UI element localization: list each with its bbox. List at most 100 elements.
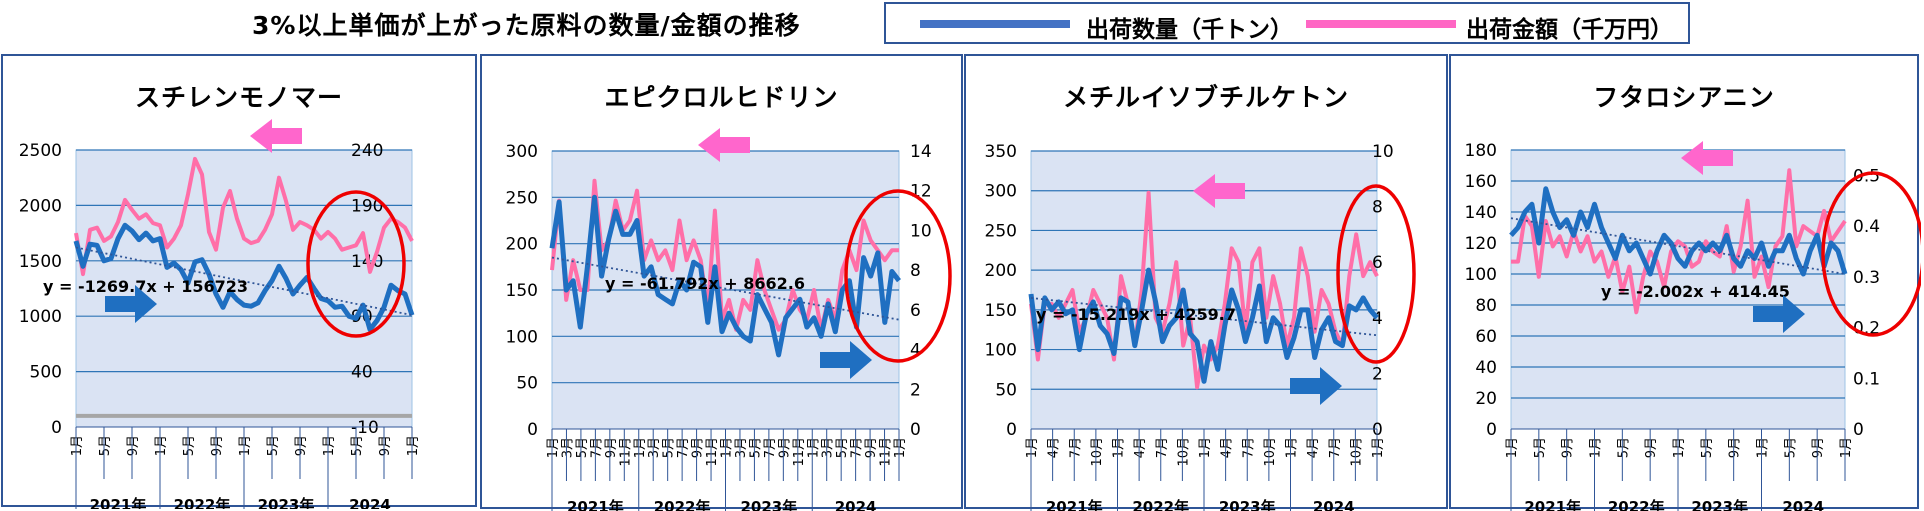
left-axis-tick-label: 80: [1475, 296, 1497, 316]
right-axis-tick-label: 10: [910, 221, 932, 241]
left-axis-tick-label: 140: [1465, 203, 1497, 223]
left-axis-tick-label: 350: [985, 142, 1017, 162]
trendline-equation: y = -2.002x + 414.45: [1601, 282, 1790, 301]
x-axis-year-label: 2023年: [741, 498, 798, 511]
right-axis-tick-label: 2: [1372, 364, 1383, 384]
left-axis-tick-label: 100: [506, 327, 538, 347]
trendline: [1030, 297, 1378, 337]
trendline: [75, 246, 413, 316]
left-axis-tick-label: 0: [527, 420, 538, 440]
x-axis-month-label: 3月: [821, 437, 836, 458]
x-axis-month-label: 5月: [662, 437, 677, 458]
blue-arrow-right-icon: [820, 341, 872, 379]
blue-arrow-right-icon: [105, 285, 157, 323]
x-axis-month-label: 1月: [546, 437, 561, 458]
x-axis-month-label: 5月: [182, 435, 197, 456]
trendline: [1510, 217, 1846, 275]
x-axis-month-label: 3月: [560, 437, 575, 458]
left-axis-tick-label: 100: [985, 341, 1017, 361]
x-axis-month-label: 1月: [406, 435, 421, 456]
highlight-circle: [306, 190, 406, 338]
x-axis-year-label: 2022年: [1608, 498, 1665, 511]
left-axis-tick-label: 120: [1465, 234, 1497, 254]
x-axis-month-label: 9月: [210, 435, 225, 456]
x-axis-month-label: 1月: [1505, 437, 1520, 458]
x-axis-month-label: 5月: [1616, 437, 1631, 458]
x-axis-month-label: 7月: [676, 437, 691, 458]
x-axis-month-label: 1月: [1756, 437, 1771, 458]
x-axis-month-label: 11月: [618, 437, 633, 467]
x-axis-month-label: 1月: [322, 435, 337, 456]
x-axis-month-label: 5月: [1783, 437, 1798, 458]
left-axis-tick-label: 1000: [19, 307, 62, 327]
chart-panel-epichlorohydrin: エピクロルヒドリン 0 50 100 150 200 250 300 0 2 4 6 8 10 12 14 1…: [480, 54, 963, 511]
x-axis-month-label: 9月: [294, 435, 309, 456]
x-axis-year-label: 2021年: [1524, 498, 1581, 511]
trendline: [551, 256, 900, 321]
left-axis-tick-label: 40: [1475, 358, 1497, 378]
x-axis-year-label: 2021年: [90, 496, 147, 509]
x-axis-year-label: 2022年: [174, 496, 231, 509]
right-axis-tick-label: 6: [910, 301, 921, 321]
x-axis-month-label: 5月: [835, 437, 850, 458]
right-axis-tick-label: 4: [910, 341, 921, 361]
x-axis-month-label: 1月: [1589, 437, 1604, 458]
x-axis-year-label: 2022年: [1132, 498, 1189, 511]
chart-svg: 02040608010012014016018000.10.20.30.40.5…: [1465, 141, 1921, 511]
left-axis-tick-label: 0: [1486, 420, 1497, 440]
x-axis-month-label: 9月: [777, 437, 792, 458]
x-axis-month-label: 10月: [1176, 437, 1191, 467]
chart-panel-methyl-isobutyl-ketone: メチルイソブチルケトン 0501001502002503003500246810…: [964, 54, 1448, 511]
x-axis-month-label: 5月: [1533, 437, 1548, 458]
x-axis-month-label: 7月: [763, 437, 778, 458]
x-axis-month-label: 1月: [1285, 437, 1300, 458]
x-axis-month-label: 9月: [1644, 437, 1659, 458]
x-axis-month-label: 1月: [1112, 437, 1127, 458]
x-axis-year-label: 2024: [349, 496, 391, 509]
trendline-equation: y = -15.219x + 4259.7: [1036, 305, 1236, 324]
right-axis-tick-label: 14: [910, 142, 932, 162]
highlight-circle: [844, 189, 952, 363]
x-axis-month-label: 7月: [1155, 437, 1170, 458]
series-line-amount: [1511, 168, 1847, 315]
x-axis-month-label: 1月: [720, 437, 735, 458]
left-axis-tick-label: 150: [506, 281, 538, 301]
x-axis-month-label: 1月: [1839, 437, 1854, 458]
left-axis-tick-label: 500: [30, 363, 62, 383]
left-axis-tick-label: 200: [506, 235, 538, 255]
left-axis-tick-label: 50: [995, 380, 1017, 400]
x-axis-month-label: 11月: [879, 437, 894, 467]
x-axis-month-label: 7月: [589, 437, 604, 458]
x-axis-month-label: 1月: [1371, 437, 1386, 458]
left-axis-tick-label: 2000: [19, 196, 62, 216]
x-axis-month-label: 4月: [1133, 437, 1148, 458]
x-axis-month-label: 9月: [378, 435, 393, 456]
right-axis-tick-label: 4: [1372, 309, 1383, 329]
left-axis-tick-label: 50: [516, 374, 538, 394]
x-axis-month-label: 1月: [70, 435, 85, 456]
x-axis-month-label: 7月: [1328, 437, 1343, 458]
legend: 出荷数量（千トン） 出荷金額（千万円）: [884, 2, 1690, 44]
page-title: 3%以上単価が上がった原料の数量/金額の推移: [252, 11, 801, 40]
x-axis-month-label: 5月: [748, 437, 763, 458]
trendline-equation: y = -1269.7x + 156723: [43, 277, 248, 296]
x-axis-month-label: 4月: [1047, 437, 1062, 458]
x-axis-month-label: 9月: [1728, 437, 1743, 458]
legend-label-quantity: 出荷数量（千トン）: [1086, 17, 1293, 43]
x-axis-month-label: 11月: [792, 437, 807, 467]
blue-arrow-right-icon: [1753, 295, 1805, 333]
left-axis-tick-label: 0: [1006, 420, 1017, 440]
left-axis-tick-label: 250: [985, 221, 1017, 241]
right-axis-tick-label: 0.1: [1853, 369, 1880, 389]
series-line-quantity: [1509, 186, 1848, 277]
x-axis-month-label: 9月: [1811, 437, 1826, 458]
pink-arrow-left-icon: [1681, 141, 1733, 175]
left-axis-tick-label: 160: [1465, 172, 1497, 192]
right-axis-tick-label: 240: [351, 141, 383, 161]
highlight-circle: [1821, 171, 1921, 337]
x-axis-year-label: 2023年: [1219, 498, 1276, 511]
left-axis-tick-label: 0: [51, 418, 62, 438]
x-axis-month-label: 3月: [734, 437, 749, 458]
x-axis-month-label: 4月: [1306, 437, 1321, 458]
